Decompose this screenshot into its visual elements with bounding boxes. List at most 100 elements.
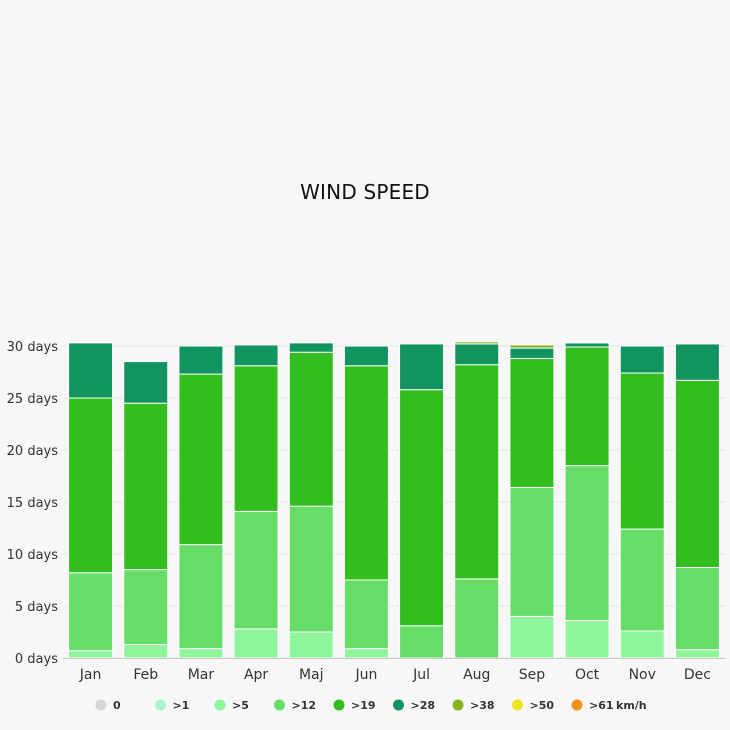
x-tick-label: Nov bbox=[629, 667, 656, 683]
bar-segment bbox=[178, 544, 224, 650]
bar-segment bbox=[399, 343, 445, 391]
x-tick-label: Sep bbox=[519, 667, 546, 683]
bar-segment bbox=[564, 342, 610, 348]
bar-segment bbox=[509, 347, 555, 359]
x-tick-label: Jul bbox=[412, 667, 430, 683]
bar-segment bbox=[123, 569, 169, 645]
bar-segment bbox=[233, 365, 279, 512]
y-tick-label: 20 days bbox=[7, 444, 59, 459]
chart-title: WIND SPEED bbox=[300, 180, 430, 204]
bar-segment bbox=[178, 648, 224, 659]
x-tick-label: Jan bbox=[79, 667, 102, 683]
y-tick-label: 25 days bbox=[7, 392, 59, 407]
legend-swatch bbox=[95, 699, 107, 711]
legend-swatch bbox=[155, 699, 166, 711]
x-axis: Jan Feb Mar Apr Maj Jun Jul Aug Sep Oct Nov Dec bbox=[63, 658, 725, 683]
bar-stacks bbox=[68, 341, 720, 659]
bar-segment bbox=[399, 625, 445, 659]
legend-unit: km/h bbox=[616, 699, 647, 712]
bar-segment bbox=[68, 397, 114, 574]
bar-segment bbox=[178, 373, 224, 546]
bar-segment bbox=[288, 505, 334, 633]
bar-segment bbox=[674, 343, 720, 381]
x-tick-label: Oct bbox=[575, 667, 600, 683]
bar-segment bbox=[564, 465, 610, 622]
legend-item: >38 bbox=[452, 699, 495, 712]
legend-item: >1 bbox=[155, 699, 189, 712]
bar-segment bbox=[288, 342, 334, 353]
bar-segment bbox=[343, 345, 389, 367]
bar-segment bbox=[288, 631, 334, 659]
y-tick-label: 30 days bbox=[7, 340, 59, 355]
y-tick-label: 5 days bbox=[15, 600, 58, 615]
bar-segment bbox=[68, 572, 114, 652]
y-tick-label: 10 days bbox=[7, 548, 59, 563]
bar-segment bbox=[454, 578, 500, 659]
bar-segment bbox=[619, 528, 665, 632]
bar-segment bbox=[343, 365, 389, 581]
legend-swatch bbox=[452, 699, 464, 711]
bar-segment bbox=[509, 615, 555, 659]
legend-item: >28 bbox=[393, 699, 435, 712]
bar-segment bbox=[123, 643, 169, 659]
bar-stack-oct bbox=[564, 341, 610, 659]
bar-segment bbox=[454, 343, 500, 366]
legend-swatch bbox=[333, 699, 345, 711]
bar-segment bbox=[68, 650, 114, 659]
bar-segment bbox=[564, 346, 610, 467]
bar-segment bbox=[233, 344, 279, 367]
bar-segment bbox=[454, 364, 500, 580]
bar-stack-jun bbox=[343, 345, 389, 659]
x-tick-label: Mar bbox=[188, 667, 215, 683]
bar-stack-apr bbox=[233, 344, 279, 659]
legend-swatch bbox=[571, 699, 583, 711]
bar-stack-nov bbox=[619, 345, 665, 659]
legend-label: >5 bbox=[232, 699, 249, 712]
bar-segment bbox=[343, 648, 389, 659]
legend-label: >38 bbox=[470, 699, 495, 712]
legend-label: >19 bbox=[351, 699, 376, 712]
x-tick-label: Jun bbox=[354, 667, 377, 683]
legend-label: 0 bbox=[113, 699, 121, 712]
bar-segment bbox=[564, 341, 610, 344]
legend-label: >28 bbox=[411, 699, 436, 712]
bar-stack-feb bbox=[123, 361, 169, 659]
legend-swatch bbox=[274, 699, 285, 711]
x-tick-label: Aug bbox=[463, 667, 490, 683]
legend-item: >61 km/h bbox=[571, 699, 647, 712]
bar-segment bbox=[454, 341, 500, 345]
bar-segment bbox=[288, 351, 334, 507]
bar-segment bbox=[674, 379, 720, 569]
bar-stack-jul bbox=[399, 343, 445, 659]
legend-label: >12 bbox=[292, 699, 317, 712]
legend-item: 0 bbox=[95, 699, 121, 712]
bar-segment bbox=[674, 567, 720, 651]
legend-swatch bbox=[214, 699, 226, 711]
x-tick-label: Feb bbox=[133, 667, 158, 683]
legend-label: >61 bbox=[589, 699, 614, 712]
bar-segment bbox=[509, 344, 555, 349]
bar-segment bbox=[619, 372, 665, 530]
legend-item: >12 bbox=[274, 699, 316, 712]
y-axis: 0 days 5 days 10 days 15 days 20 days 25 days… bbox=[7, 340, 59, 667]
bar-segment bbox=[619, 630, 665, 659]
bar-segment bbox=[123, 402, 169, 571]
bar-segment bbox=[68, 342, 114, 399]
bar-stack-maj bbox=[288, 342, 334, 659]
legend-item: >19 bbox=[333, 699, 376, 712]
legend-label: >1 bbox=[173, 699, 190, 712]
legend-item: >50 bbox=[512, 699, 554, 712]
x-tick-label: Dec bbox=[684, 667, 711, 683]
bar-segment bbox=[233, 510, 279, 630]
legend-swatch bbox=[393, 699, 404, 711]
bar-segment bbox=[123, 361, 169, 404]
bar-segment bbox=[564, 620, 610, 659]
bar-segment bbox=[343, 579, 389, 650]
bar-stack-jan bbox=[68, 342, 114, 659]
bar-stack-dec bbox=[674, 343, 720, 659]
bar-stack-mar bbox=[178, 345, 224, 659]
legend-label: >50 bbox=[530, 699, 555, 712]
bar-stack-aug bbox=[454, 341, 500, 659]
bar-segment bbox=[619, 345, 665, 374]
